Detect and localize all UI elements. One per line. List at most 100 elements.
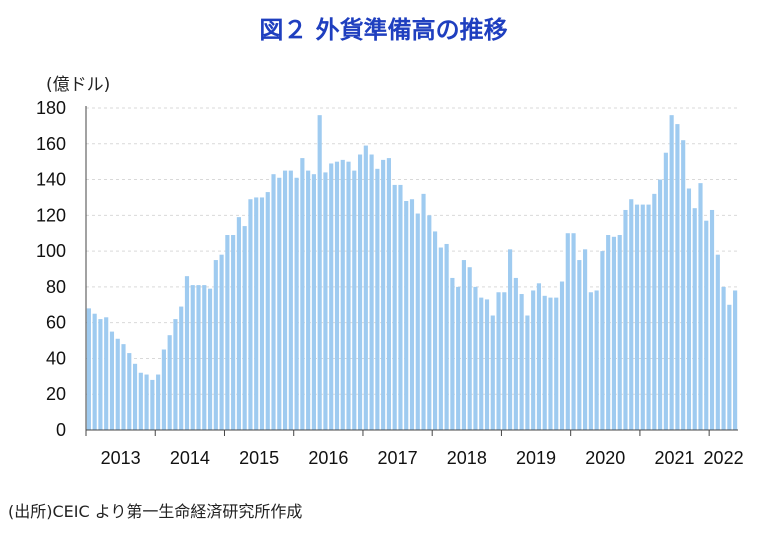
bar — [686, 188, 692, 430]
bar — [311, 174, 316, 430]
bar — [681, 140, 686, 430]
bar — [109, 331, 115, 430]
bar — [461, 260, 466, 430]
bar — [184, 276, 190, 430]
bar — [265, 192, 270, 430]
bar — [306, 170, 311, 431]
bar — [600, 251, 605, 430]
x-tick-label: 2017 — [378, 448, 418, 468]
bar — [115, 338, 120, 430]
y-tick-label: 80 — [46, 277, 66, 297]
bar — [536, 283, 542, 430]
x-tick-label: 2022 — [704, 448, 744, 468]
bar — [121, 344, 126, 430]
bar — [404, 201, 409, 430]
bar — [715, 254, 720, 430]
bar — [583, 249, 588, 430]
bar — [704, 220, 709, 430]
bar — [259, 197, 265, 430]
bar — [577, 260, 582, 430]
bar-series — [86, 115, 738, 431]
bar — [623, 209, 628, 430]
bar — [398, 184, 403, 430]
bar — [646, 204, 651, 430]
bar — [282, 170, 288, 431]
bar — [438, 247, 443, 430]
source-note: (出所)CEIC より第一生命経済研究所作成 — [8, 502, 303, 521]
bar — [254, 197, 259, 430]
axes — [85, 106, 738, 436]
y-tick-label: 160 — [36, 134, 66, 154]
bar — [554, 297, 559, 430]
bar — [496, 292, 501, 430]
x-tick-label: 2021 — [655, 448, 695, 468]
bar — [288, 170, 293, 431]
x-tick-label: 2018 — [447, 448, 487, 468]
bar — [502, 292, 507, 430]
bar — [409, 199, 415, 430]
bar — [433, 231, 438, 430]
bar — [138, 372, 143, 430]
bar — [346, 161, 351, 431]
bar — [173, 319, 178, 430]
bar — [150, 379, 155, 430]
bar — [640, 204, 645, 430]
bar — [369, 154, 374, 430]
bar — [300, 158, 305, 430]
bar — [652, 193, 657, 430]
bar — [231, 235, 236, 430]
bar — [202, 285, 207, 430]
bar — [675, 124, 680, 430]
bar — [294, 177, 299, 430]
x-tick-label: 2020 — [585, 448, 625, 468]
bar — [606, 235, 611, 430]
bar — [721, 286, 726, 430]
bar — [727, 304, 732, 430]
y-tick-label: 120 — [36, 205, 66, 225]
bar — [381, 159, 386, 430]
bar — [542, 295, 547, 430]
bar — [733, 290, 738, 430]
bar — [484, 299, 490, 430]
bar — [519, 294, 524, 430]
x-tick-label: 2016 — [308, 448, 348, 468]
x-tick-label: 2013 — [101, 448, 141, 468]
bar — [629, 199, 634, 430]
bar — [179, 306, 184, 430]
bar — [196, 285, 201, 430]
bar — [658, 179, 663, 430]
bar — [479, 297, 484, 430]
bar — [219, 254, 224, 430]
y-tick-labels: 0 20 40 60 80 100 120 140 160 180 — [36, 98, 66, 440]
bar — [86, 308, 91, 430]
bar — [92, 313, 97, 430]
bar — [386, 158, 391, 430]
bar — [571, 233, 576, 430]
bar — [277, 177, 282, 430]
bar — [698, 183, 703, 430]
bar — [104, 317, 109, 430]
bar — [525, 315, 530, 430]
bar — [190, 285, 195, 430]
bar — [427, 215, 432, 430]
bar — [692, 208, 697, 430]
bar — [392, 184, 397, 430]
bar — [161, 349, 166, 430]
bar — [340, 159, 345, 430]
bar — [548, 297, 553, 430]
bar — [663, 152, 668, 430]
y-tick-label: 40 — [46, 348, 66, 368]
bar — [513, 277, 518, 430]
y-tick-label: 180 — [36, 98, 66, 118]
bar — [565, 233, 570, 430]
y-tick-label: 140 — [36, 170, 66, 190]
bar — [317, 115, 322, 430]
x-tick-label: 2015 — [239, 448, 279, 468]
bar — [508, 249, 513, 430]
chart-title: 図２ 外貨準備高の推移 — [259, 16, 508, 44]
bar — [634, 204, 640, 430]
x-tick-label: 2014 — [170, 448, 210, 468]
bar — [323, 172, 328, 430]
bar — [248, 199, 253, 430]
